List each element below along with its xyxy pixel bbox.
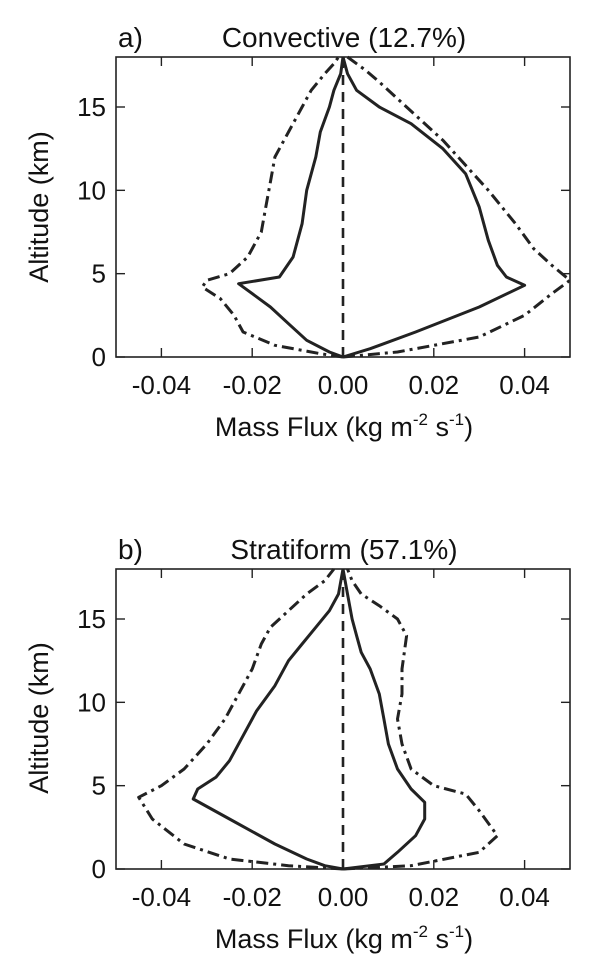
x-tick-label: -0.02 [223, 370, 282, 400]
y-tick-label: 5 [92, 259, 106, 289]
y-tick-label: 15 [77, 92, 106, 122]
panel-convective: a) Convective (12.7%) Altitude (km) Mass… [24, 22, 572, 442]
plot-area: -0.04 -0.02 0.00 0.02 0.04 0 5 10 15 [77, 568, 571, 912]
y-tick-label: 10 [77, 175, 106, 205]
y-tick-label: 5 [92, 771, 106, 801]
x-tick-label: -0.04 [132, 370, 191, 400]
y-tick-label: 0 [92, 342, 106, 372]
x-tick-label: 0.00 [318, 370, 369, 400]
x-tick-label: 0.04 [499, 882, 550, 912]
panel-label: b) [118, 534, 143, 565]
y-tick-label: 10 [77, 687, 106, 717]
series-solid-line-1 [341, 568, 427, 871]
x-tick-label: 0.00 [318, 882, 369, 912]
series-solid-line-1 [341, 56, 527, 359]
x-axis-label: Mass Flux (kg m-2 s-1) [215, 410, 473, 442]
chart-title: Convective (12.7%) [222, 22, 466, 53]
x-tick-label: -0.02 [223, 882, 282, 912]
x-tick-label: 0.02 [408, 882, 459, 912]
x-tick-label: -0.04 [132, 882, 191, 912]
series-dashdot-line-2 [200, 56, 344, 359]
x-tick-label: 0.04 [499, 370, 550, 400]
y-axis-label: Altitude (km) [24, 642, 54, 794]
y-tick-label: 15 [77, 604, 106, 634]
series-dashdot-line-3 [342, 55, 572, 359]
panel-stratiform: b) Stratiform (57.1%) Altitude (km) Mass… [24, 534, 571, 954]
x-tick-label: 0.02 [408, 370, 459, 400]
panel-label: a) [118, 22, 143, 53]
plot-area: -0.04 -0.02 0.00 0.02 0.04 0 5 10 15 [77, 55, 572, 400]
y-tick-label: 0 [92, 854, 106, 884]
series-dashdot-line-3 [342, 568, 499, 871]
x-axis-label: Mass Flux (kg m-2 s-1) [215, 922, 473, 954]
series-solid-line-0 [191, 568, 345, 871]
series-dashdot-line-2 [137, 568, 344, 871]
y-axis-label: Altitude (km) [24, 131, 54, 283]
chart-title: Stratiform (57.1%) [230, 534, 457, 565]
series-solid-line-0 [237, 56, 345, 359]
